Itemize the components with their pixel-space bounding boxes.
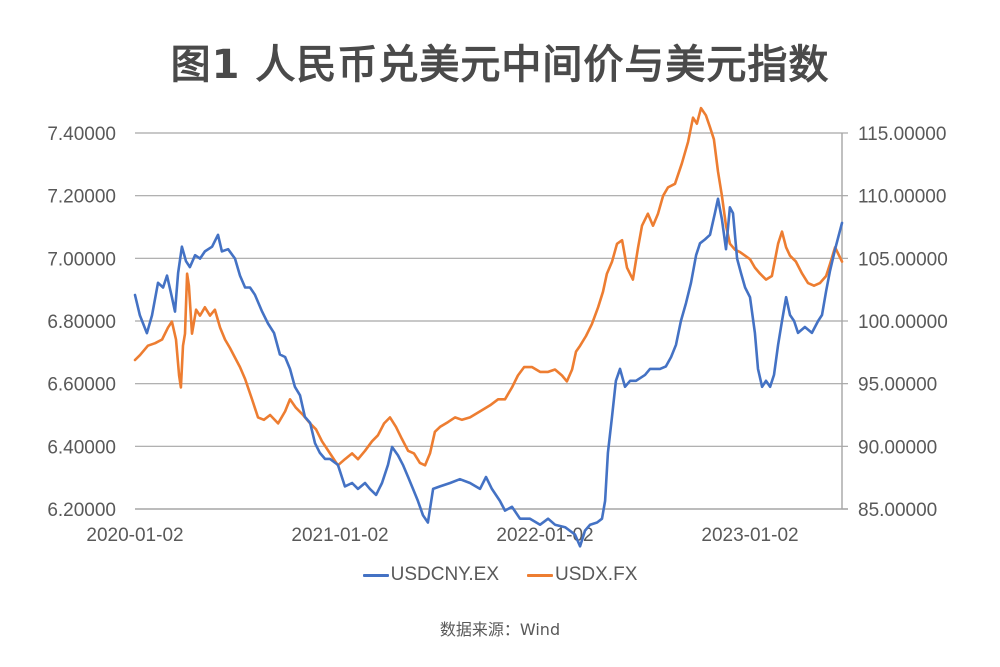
legend-item-usdcny[interactable]: USDCNY.EX xyxy=(362,564,500,586)
y-left-tick-label: 7.20000 xyxy=(47,187,116,208)
usdcny-series-line xyxy=(133,197,844,548)
y-right-tick-label: 85.00000 xyxy=(858,500,937,521)
y-left-tick-label: 6.80000 xyxy=(47,312,116,333)
x-axis-ticks: 2020-01-02 2021-01-02 2022-01-02 2023-01-02 xyxy=(86,525,798,546)
legend: USDCNY.EX USDX.FX xyxy=(0,564,1000,586)
data-source-note: 数据来源：Wind xyxy=(439,620,561,639)
y-right-tick-label: 95.00000 xyxy=(858,375,937,396)
y-axis-left-ticks: 6.20000 6.40000 6.60000 6.80000 7.00000 7.200… xyxy=(47,124,116,521)
axes xyxy=(135,132,848,510)
y-left-tick-label: 7.00000 xyxy=(47,249,116,270)
y-right-tick-label: 90.00000 xyxy=(858,437,937,458)
y-right-tick-label: 115.00000 xyxy=(858,124,946,145)
usdx-line-swatch-icon xyxy=(527,573,554,577)
y-right-tick-label: 110.00000 xyxy=(858,187,946,208)
x-tick-label: 2023-01-02 xyxy=(701,525,798,546)
x-tick-label: 2021-01-02 xyxy=(291,525,388,546)
gridlines xyxy=(135,132,842,447)
y-left-tick-label: 7.40000 xyxy=(47,124,116,145)
legend-label-usdcny: USDCNY.EX xyxy=(390,564,500,585)
y-right-tick-label: 105.00000 xyxy=(858,249,948,270)
legend-item-usdx[interactable]: USDX.FX xyxy=(527,564,637,586)
legend-label-usdx: USDX.FX xyxy=(555,564,638,585)
chart-title: 图1 人民币兑美元中间价与美元指数 xyxy=(170,42,830,88)
x-tick-label: 2020-01-02 xyxy=(86,525,183,546)
y-axis-right-ticks: 85.00000 90.00000 95.00000 100.00000 105.000… xyxy=(858,124,948,521)
y-left-tick-label: 6.20000 xyxy=(47,500,116,521)
y-left-tick-label: 6.60000 xyxy=(47,375,116,396)
y-right-tick-label: 100.00000 xyxy=(858,312,948,333)
y-left-tick-label: 6.40000 xyxy=(47,437,116,458)
usdx-series-line xyxy=(133,106,844,467)
series-lines xyxy=(133,106,844,548)
usdcny-line-swatch-icon xyxy=(362,573,389,577)
